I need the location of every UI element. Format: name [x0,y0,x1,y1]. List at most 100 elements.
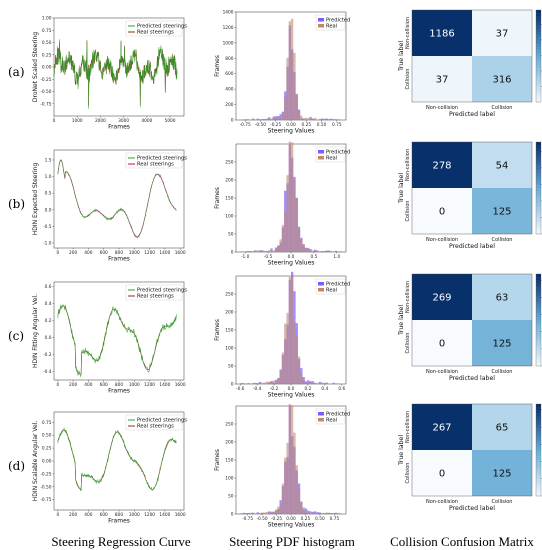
regression-ytick-label: -0.2 [43,352,52,358]
histogram-xaxis-label: Steering Values [268,522,315,529]
colorbar-segment [536,160,541,164]
regression-xtick-label: 600 [100,382,108,388]
confusion-cell-value: 1186 [429,29,454,40]
regression-ytick-label: 1.0 [45,174,52,180]
colorbar-segment [536,65,541,69]
histogram-xtick-label: 0.50 [317,122,327,128]
confusion-xtick-label: Collision [492,499,513,505]
colorbar-segment [536,483,541,488]
histogram-real-bar [339,251,342,252]
colorbar-segment [536,46,541,51]
colorbar-frame [535,9,542,103]
histogram-predicted-bar [279,114,282,120]
histogram-real-bar [263,250,266,252]
histogram-real-bar [291,274,294,384]
colorbar-segment [536,25,541,29]
histogram-real-bar [242,513,245,514]
regression-xtick-label: 400 [84,382,92,388]
histogram-real-bar [274,382,278,384]
histogram-xtick-label: 0.0 [288,254,295,260]
histogram-ytick-label: 0 [231,512,234,518]
histogram-real-bar [334,118,337,120]
histogram-real-bar [304,512,308,514]
histogram-ytick-label: 200 [225,310,233,316]
regression-ytick-label: 0.5 [45,191,52,197]
histogram-ytick-label: 200 [225,102,233,108]
regression-ytick-label: 0.00 [42,65,52,71]
histogram-predicted-bar [251,383,255,384]
colorbar-segment [536,443,541,448]
confusion-cell-value: 125 [492,207,511,218]
colorbar-segment [536,37,541,41]
colorbar-segment [536,492,541,497]
histogram-real-bar [258,250,262,252]
histogram-real-bar [295,335,298,384]
colorbar-segment [536,227,541,232]
caption-regression: Steering Regression Curve [51,534,191,549]
colorbar-segment [536,274,541,278]
regression-xtick-label: 400 [84,512,92,518]
colorbar-segment [536,410,541,414]
histogram-predicted-bar [240,251,243,252]
regression-ytick-label: 0.00 [42,459,52,465]
histogram-real-bar [304,247,308,252]
histogram-ytick-label: 0 [231,118,234,124]
confusion-xtick-label: Collision [492,105,513,111]
histogram-predicted-bar [265,118,268,120]
legend-box [125,152,183,169]
histogram-real-bar [265,119,268,120]
colorbar-segment [536,172,541,177]
confusion-ytick-label: Collision [405,201,411,222]
confusion-cell-value: 37 [436,75,449,86]
legend-real-label: Real steerings [137,424,174,430]
histogram-predicted-bar [327,119,331,120]
confusion-cell-value: 316 [492,75,511,86]
colorbar-segment [536,218,541,223]
histogram-predicted-bar [277,116,280,120]
histogram-ytick-label: 800 [225,56,233,62]
histogram-real-bar [270,513,273,514]
colorbar-segment [536,181,541,186]
colorbar-segment [536,459,541,463]
histogram-real-bar [304,382,308,384]
histogram-xtick-label: -0.50 [256,516,267,522]
colorbar-segment [536,320,541,324]
histogram-real-bar [302,507,305,514]
legend-predicted-swatch [318,282,324,286]
histogram-predicted-bar [254,250,257,252]
histogram-real-bar [295,198,298,252]
confusion-matrix-2: 269 63 0 125 Non-collision Collision Non-colli… [398,273,542,382]
regression-xtick-label: 1400 [159,382,170,388]
colorbar-segment [536,194,541,198]
colorbar-segment [536,154,541,158]
histogram-real-bar [316,383,319,384]
histogram-real-bar [284,97,287,120]
confusion-matrix-1: 278 54 0 125 Non-collision Collision Non-colli… [398,141,542,250]
histogram-real-bar [274,117,278,120]
confusion-cell [412,142,472,188]
histogram-xtick-label: -0.4 [253,386,262,392]
histogram-real-bar [314,513,317,514]
confusion-cell-value: 0 [439,207,445,218]
histogram-real-bar [242,382,245,384]
regression-xtick-label: 1400 [159,512,170,518]
confusion-xtick-label: Non-collision [426,105,458,111]
colorbar-segment [536,307,541,312]
histogram-real-bar [307,512,310,514]
histogram-real-bar [330,513,333,514]
row-label-d: (d) [8,459,25,473]
histogram-real-bar [316,512,319,514]
colorbar-segment [536,43,541,48]
histogram-real-bar [291,142,294,252]
confusion-ytick-label: Collision [405,463,411,484]
histogram-real-bar [286,175,289,252]
histogram-predicted-bar [274,379,278,384]
legend-real-label: Real steerings [137,162,174,168]
regression-ytick-label: 0.0 [45,335,52,341]
legend-predicted-label: Predicted steerings [137,156,187,162]
histogram-ytick-label: 0 [231,382,234,388]
confusion-xtick-label: Collision [492,237,513,243]
confusion-ytick-label: Collision [405,69,411,90]
legend-real-label: Real [326,156,337,162]
histogram-ytick-label: 50 [228,364,234,370]
